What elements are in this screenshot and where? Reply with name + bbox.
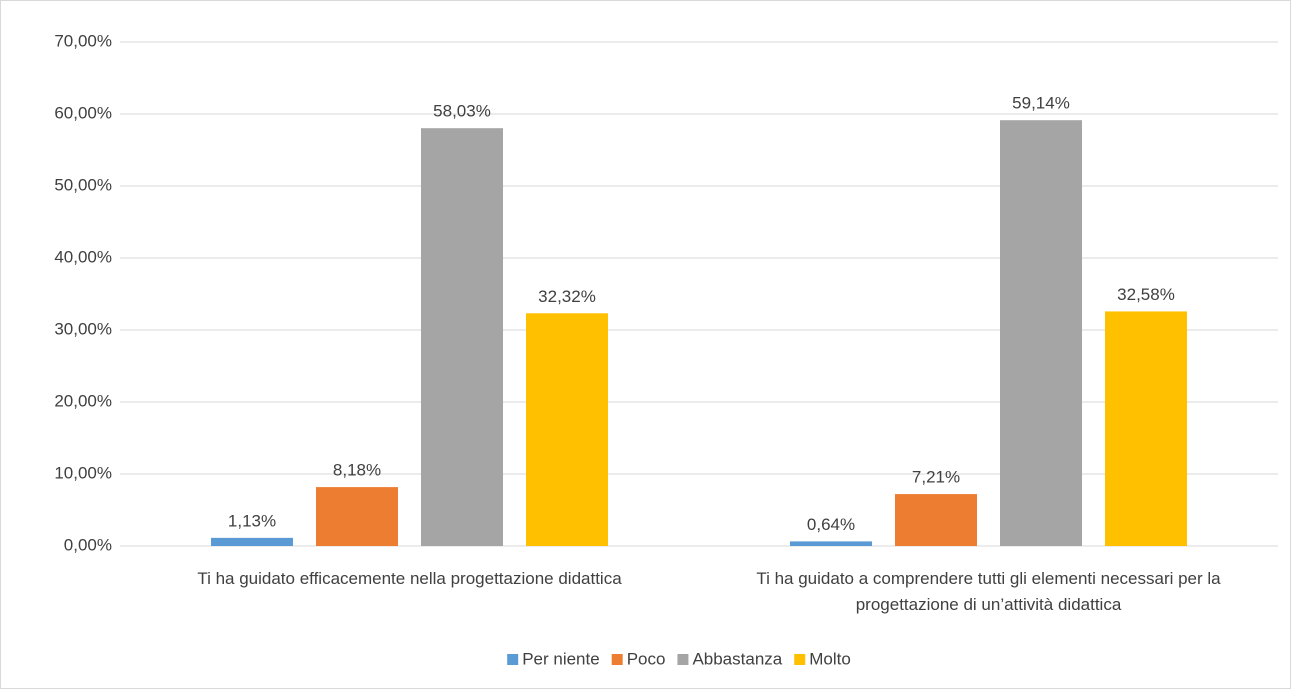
bar: [895, 494, 977, 546]
bar: [1105, 311, 1187, 546]
legend-swatch: [677, 654, 689, 665]
y-tick-label: 40,00%: [54, 247, 112, 266]
x-tick-label: Ti ha guidato efficacemente nella proget…: [197, 569, 622, 588]
y-tick-label: 20,00%: [54, 391, 112, 410]
bar: [211, 537, 293, 546]
data-label: 32,58%: [1117, 285, 1175, 304]
data-label: 7,21%: [912, 468, 960, 487]
y-tick-label: 50,00%: [54, 175, 112, 194]
data-label: 0,64%: [807, 515, 855, 534]
legend-swatch: [794, 654, 806, 665]
y-tick-label: 0,00%: [64, 535, 112, 554]
bar: [421, 128, 503, 546]
y-tick-label: 70,00%: [54, 31, 112, 50]
legend-label: Per niente: [522, 649, 600, 668]
data-label: 59,14%: [1012, 94, 1070, 113]
legend-label: Poco: [627, 649, 666, 668]
legend-label: Abbastanza: [692, 649, 782, 668]
y-tick-label: 60,00%: [54, 103, 112, 122]
legend-swatch: [507, 654, 519, 665]
bar: [316, 487, 398, 546]
bar: [526, 313, 608, 546]
bar: [1000, 120, 1082, 546]
data-label: 32,32%: [538, 287, 596, 306]
data-label: 8,18%: [333, 461, 381, 480]
bar: [790, 541, 872, 546]
y-tick-label: 30,00%: [54, 319, 112, 338]
data-label: 1,13%: [228, 511, 276, 530]
data-label: 58,03%: [433, 102, 491, 121]
y-tick-label: 10,00%: [54, 463, 112, 482]
x-tick-label: Ti ha guidato a comprendere tutti gli el…: [756, 569, 1221, 614]
legend-swatch: [611, 654, 623, 665]
legend-label: Molto: [809, 649, 851, 668]
